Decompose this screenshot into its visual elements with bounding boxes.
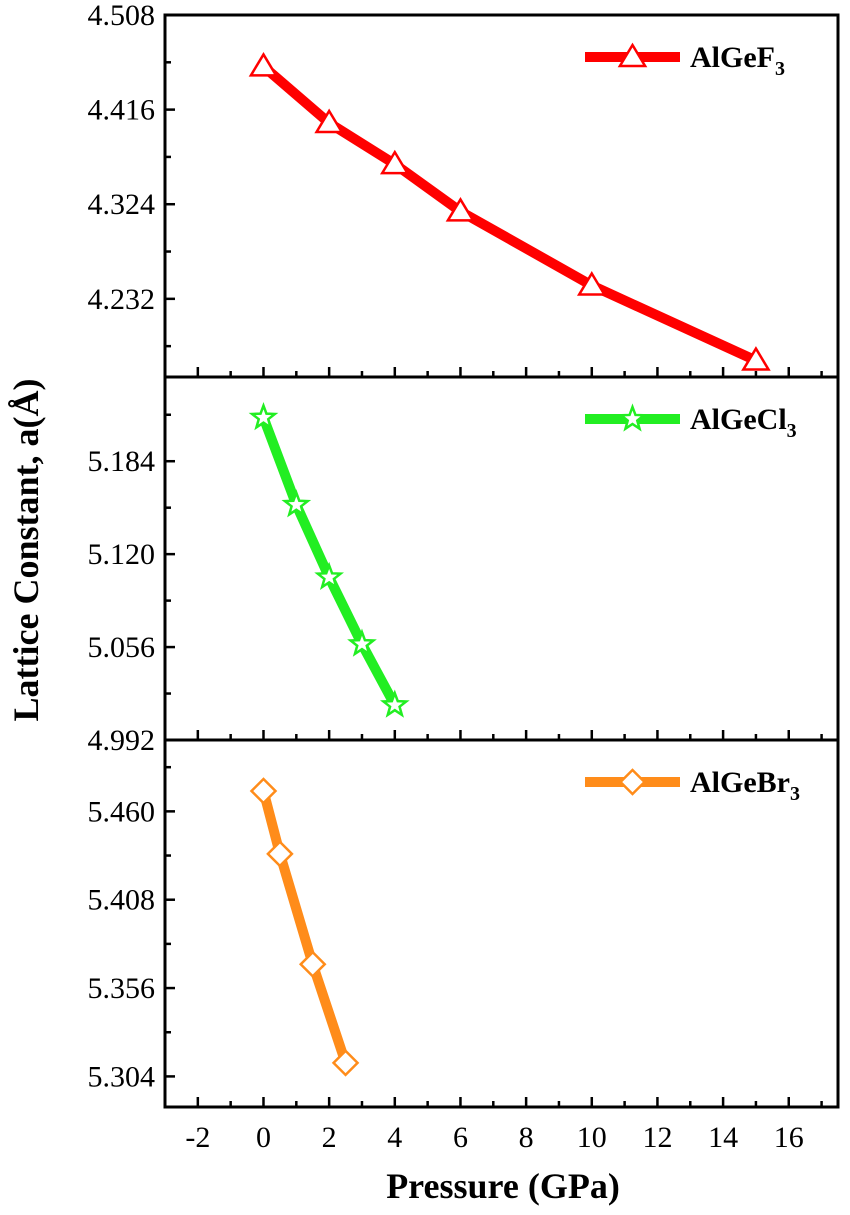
- y-tick-label-cl: 5.056: [88, 631, 156, 664]
- data-point-cl: [347, 628, 377, 657]
- data-point-f: [248, 51, 279, 77]
- legend-label-br: AlGeBr3: [690, 766, 800, 805]
- data-point-br: [249, 777, 278, 805]
- series-line-cl: [258, 415, 400, 708]
- data-point-cl: [281, 489, 312, 518]
- legend-label-subscript: 3: [790, 783, 800, 805]
- y-tick-label-br: 5.356: [88, 972, 156, 1005]
- y-tick-label-br: 5.460: [88, 795, 156, 828]
- x-tick-label: 6: [453, 1121, 468, 1154]
- data-point-cl: [248, 402, 279, 431]
- y-tick-label-cl: 5.184: [88, 445, 156, 478]
- data-point-br: [331, 1049, 360, 1077]
- legend-marker-cl: [617, 403, 648, 432]
- series-line-f: [260, 62, 759, 366]
- legend-label-cl: AlGeCl3: [690, 403, 797, 442]
- data-point-f: [741, 346, 771, 371]
- x-axis-title: Pressure (GPa): [386, 1166, 620, 1206]
- panel-frame-br: [163, 738, 840, 1109]
- x-tick-label: -2: [185, 1121, 210, 1154]
- legend-label-f: AlGeF3: [690, 41, 785, 80]
- x-tick-label: 10: [577, 1121, 607, 1154]
- data-point-f: [314, 108, 344, 134]
- x-tick-label: 4: [387, 1121, 402, 1154]
- legend-label-base: AlGeBr: [690, 766, 790, 799]
- series-line-br: [258, 789, 351, 1065]
- x-tick-label: 2: [322, 1121, 337, 1154]
- legend-label-base: AlGeCl: [690, 403, 787, 436]
- data-point-f: [445, 196, 476, 222]
- x-tick-label: 14: [708, 1121, 738, 1154]
- y-tick-label-cl: 4.992: [88, 724, 156, 757]
- x-tick-label: 8: [519, 1121, 534, 1154]
- x-tick-label: 0: [256, 1121, 271, 1154]
- data-point-br: [298, 950, 327, 979]
- legend-marker-br: [618, 768, 647, 796]
- y-axis-title: Lattice Constant, a(Å): [6, 379, 46, 722]
- legend-label-subscript: 3: [775, 58, 785, 80]
- data-point-br: [266, 840, 294, 868]
- y-tick-label-f: 4.324: [88, 188, 156, 221]
- y-tick-label-cl: 5.120: [88, 538, 156, 571]
- y-tick-label-br: 5.304: [88, 1060, 156, 1093]
- y-tick-label-f: 4.416: [88, 94, 156, 127]
- legend-label-subscript: 3: [787, 420, 797, 442]
- x-tick-label: 12: [642, 1121, 672, 1154]
- legend-label-base: AlGeF: [690, 41, 775, 74]
- legend-marker-f: [617, 42, 648, 68]
- data-point-f: [576, 271, 607, 296]
- data-point-cl: [379, 689, 410, 718]
- y-tick-label-f: 4.232: [88, 283, 156, 316]
- x-tick-label: 16: [774, 1121, 804, 1154]
- data-point-cl: [314, 561, 344, 590]
- y-tick-label-br: 5.408: [88, 884, 156, 917]
- data-point-f: [379, 149, 410, 175]
- y-tick-label-f: 4.508: [88, 0, 156, 32]
